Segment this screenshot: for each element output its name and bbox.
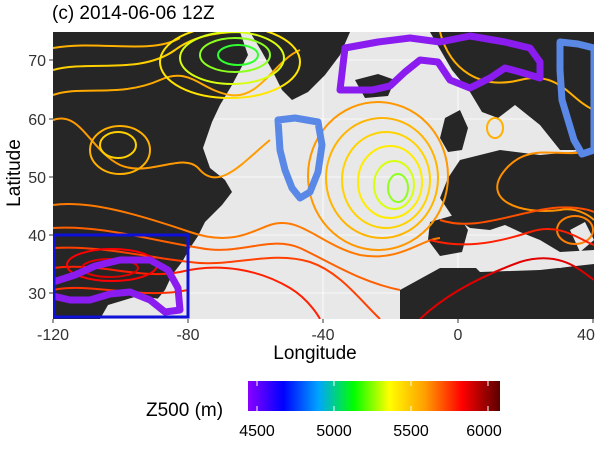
baffin-island [185, 36, 232, 75]
blue-contour-europe [556, 38, 594, 158]
x-tick-label: 0 [454, 327, 463, 344]
y-tick-label: 40 [28, 228, 46, 245]
purple-contours [53, 32, 544, 316]
purple-contour-north [336, 32, 544, 94]
legend-title: Z500 (m) [146, 400, 224, 421]
y-tick-label: 70 [28, 53, 46, 70]
legend-tick-label: 6000 [466, 423, 502, 440]
x-axis-label: Longitude [273, 343, 357, 364]
y-tick-labels: 30 40 50 60 70 [28, 53, 46, 303]
legend-tick-label: 4500 [239, 423, 275, 440]
y-tick-label: 30 [28, 286, 46, 303]
y-tick-label: 60 [28, 112, 46, 129]
caspian-lake [570, 222, 594, 252]
legend-tick-marks [256, 381, 489, 411]
purple-contour-southwest [53, 256, 184, 316]
british-isles [440, 110, 468, 152]
x-tick-label: 40 [577, 327, 595, 344]
blue-contours [274, 38, 594, 202]
axis-tick-marks [49, 59, 594, 323]
map-panel [53, 32, 594, 319]
mediterranean [470, 250, 594, 272]
x-tick-label: -40 [311, 327, 334, 344]
north-america [53, 32, 248, 319]
chart-title: (c) 2014-06-06 12Z [52, 3, 215, 24]
x-tick-labels: -120 -80 -40 0 40 [37, 327, 595, 344]
analysis-region-box [53, 233, 190, 319]
legend-colorbar [248, 381, 500, 411]
x-tick-label: -120 [37, 327, 69, 344]
legend-tick-label: 5000 [316, 423, 352, 440]
europe [440, 150, 594, 252]
z500-contours [53, 32, 594, 319]
blue-contour-atlantic [274, 114, 326, 202]
y-tick-label: 50 [28, 170, 46, 187]
north-africa [400, 262, 594, 319]
legend-tick-label: 5500 [393, 423, 429, 440]
x-tick-label: -80 [176, 327, 199, 344]
legend-tick-labels: 4500 5000 5500 6000 [239, 423, 502, 440]
scandinavia [430, 32, 594, 150]
